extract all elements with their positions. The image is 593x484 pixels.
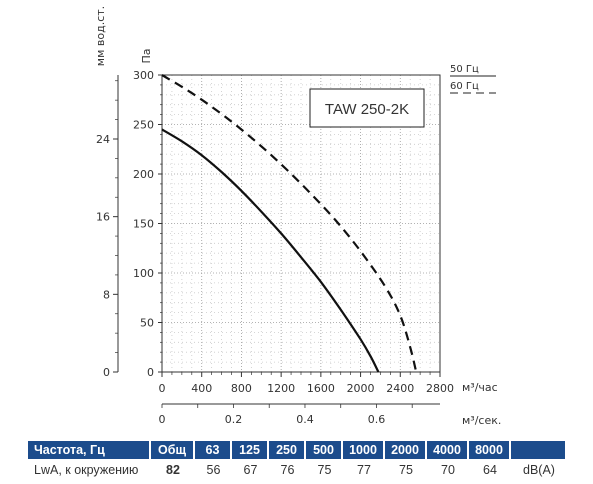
- freq-header-label: Частота, Гц: [28, 441, 151, 459]
- y-axis-mm-unit: мм вод.ст.: [94, 6, 107, 66]
- x-axis-m3s-ticks: 0 0.2 0.4 0.6: [159, 404, 413, 426]
- y-tick-label-mm: 16: [96, 211, 110, 224]
- x-tick-label-m3s: 0.2: [225, 413, 243, 426]
- y-tick-label-pa: 0: [147, 366, 154, 379]
- sound-power-table: Частота, Гц Общ 63 125 250 500 1000 2000…: [28, 441, 567, 481]
- band-header: 8000: [469, 441, 511, 459]
- model-label-box: TAW 250-2K: [309, 88, 425, 128]
- band-value: 76: [280, 463, 295, 477]
- x-tick-label-m3h: 400: [191, 382, 212, 395]
- y-tick-label-pa: 200: [133, 168, 154, 181]
- x-tick-label-m3s: 0.6: [368, 413, 386, 426]
- series-layer: [161, 74, 418, 373]
- y-axis-pa-unit: Па: [140, 48, 153, 63]
- total-value: 82: [166, 463, 180, 477]
- band-value: 75: [399, 463, 413, 477]
- y-tick-label-pa: 50: [140, 317, 154, 330]
- band-header: 2000: [385, 441, 427, 459]
- lwa-row-label: LwA, к окружению: [34, 463, 139, 477]
- x-tick-label-m3s: 0.4: [296, 413, 314, 426]
- series-line-50hz: [161, 128, 380, 373]
- x-axis-m3h-unit: м³/час: [462, 381, 498, 394]
- y-tick-label-mm: 8: [103, 288, 110, 301]
- y-tick-label-pa: 250: [133, 119, 154, 132]
- table-header-row: Частота, Гц Общ 63 125 250 500 1000 2000…: [28, 441, 567, 459]
- band-value: 77: [357, 463, 371, 477]
- y-tick-label-pa: 150: [133, 218, 154, 231]
- y-axis-pa-ticks: 0 50 100 150 200 250 300: [133, 69, 162, 379]
- band-header: 125: [232, 441, 269, 459]
- band-header: 250: [269, 441, 306, 459]
- y-axis-mm-ticks: 0 8 16 24: [96, 80, 118, 379]
- x-axis-m3h-ticks: 0 400 800 1200 1600 2000 2400 2800: [159, 372, 454, 395]
- legend-label-50hz: 50 Гц: [450, 64, 479, 75]
- x-axis-m3s-unit: м³/сек.: [462, 414, 501, 427]
- x-tick-label-m3h: 2800: [426, 382, 454, 395]
- x-tick-label-m3h: 0: [159, 382, 166, 395]
- table-value-row: LwA, к окружению 82 56 67 76 75 77 75 70…: [28, 459, 567, 481]
- y-tick-label-pa: 100: [133, 267, 154, 280]
- legend-label-60hz: 60 Гц: [450, 81, 479, 92]
- band-header: 1000: [343, 441, 385, 459]
- band-value: 70: [441, 463, 455, 477]
- x-tick-label-m3h: 2400: [386, 382, 414, 395]
- model-label: TAW 250-2K: [325, 101, 409, 118]
- y-tick-label-mm: 24: [96, 133, 110, 146]
- header-spacer: [511, 441, 567, 459]
- fan-performance-chart: 0 50 100 150 200 250 300 0 8 16 24 0 400 800 1200 160…: [94, 6, 501, 427]
- y-tick-label-pa: 300: [133, 69, 154, 82]
- x-tick-label-m3h: 1600: [307, 382, 335, 395]
- band-header: 4000: [427, 441, 469, 459]
- band-value: 75: [317, 463, 332, 477]
- x-tick-label-m3s: 0: [159, 413, 166, 426]
- band-value: 67: [243, 463, 258, 477]
- y-tick-label-mm: 0: [103, 366, 110, 379]
- x-tick-label-m3h: 2000: [347, 382, 375, 395]
- band-header: 500: [306, 441, 343, 459]
- band-value: 56: [206, 463, 221, 477]
- x-tick-label-m3h: 800: [231, 382, 252, 395]
- legend: 50 Гц 60 Гц: [450, 64, 496, 94]
- unit-label: dB(A): [511, 459, 567, 481]
- x-tick-label-m3h: 1200: [267, 382, 295, 395]
- total-header: Общ: [151, 441, 195, 459]
- band-value: 64: [483, 463, 497, 477]
- band-header: 63: [195, 441, 232, 459]
